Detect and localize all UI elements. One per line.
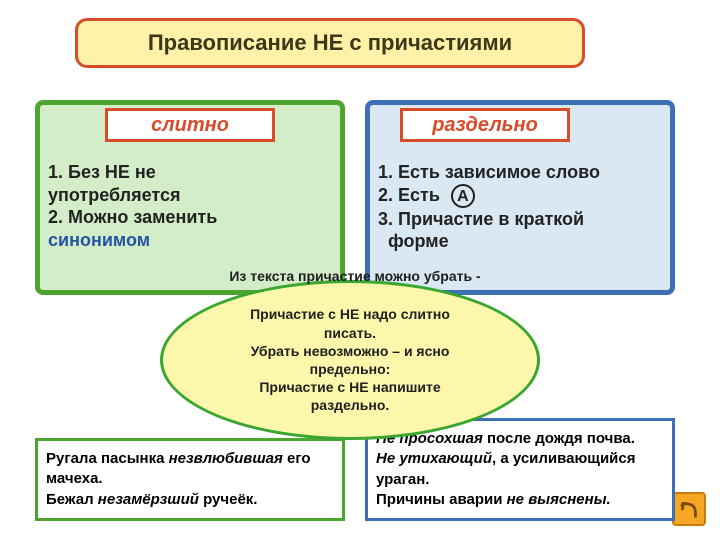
line: 1. Без НЕ не — [48, 162, 156, 182]
line: 2. Есть — [378, 185, 440, 205]
ex-text: , а усиливающийся — [492, 450, 636, 467]
line: 2. Можно заменить — [48, 207, 217, 227]
ex-text: Бежал — [46, 491, 98, 508]
poem-top-line: Из текста причастие можно убрать - — [155, 268, 555, 284]
line: форме — [388, 231, 449, 251]
title-box: Правописание НЕ с причастиями — [75, 18, 585, 68]
synonym-word: синонимом — [48, 230, 150, 250]
tag-slitno: слитно — [105, 108, 275, 142]
example-slitno: Ругала пасынка незвлюбившая его мачеха. … — [35, 438, 345, 521]
ex-italic: Не утихающий — [376, 450, 492, 467]
ex-text: Причины аварии — [376, 491, 507, 508]
back-button[interactable] — [672, 492, 706, 526]
return-icon — [678, 498, 700, 520]
ex-italic: незвлюбившая — [169, 450, 283, 467]
panel-razdelno-text: 1. Есть зависимое слово 2. Есть А 3. При… — [378, 161, 662, 253]
circle-a: А — [451, 184, 475, 208]
ex-text: после дождя почва. — [483, 430, 635, 447]
poem-text: Причастие с НЕ надо слитно писать. Убрат… — [250, 305, 450, 414]
line: 1. Есть зависимое слово — [378, 162, 600, 182]
ex-text: ручеёк. — [199, 491, 258, 508]
line: 3. Причастие в краткой — [378, 209, 584, 229]
ex-text: ураган. — [376, 471, 429, 488]
tag-razdelno: раздельно — [400, 108, 570, 142]
panel-slitno-text: 1. Без НЕ не употребляется 2. Можно заме… — [48, 161, 332, 251]
line: употребляется — [48, 185, 181, 205]
page-title: Правописание НЕ с причастиями — [148, 30, 512, 56]
ex-text: Ругала пасынка — [46, 450, 169, 467]
ex-italic: не выяснены. — [507, 491, 611, 508]
ex-italic: незамёрзший — [98, 491, 199, 508]
tag-label: раздельно — [432, 114, 538, 137]
poem-ellipse: Причастие с НЕ надо слитно писать. Убрат… — [160, 280, 540, 440]
tag-label: слитно — [151, 114, 229, 137]
